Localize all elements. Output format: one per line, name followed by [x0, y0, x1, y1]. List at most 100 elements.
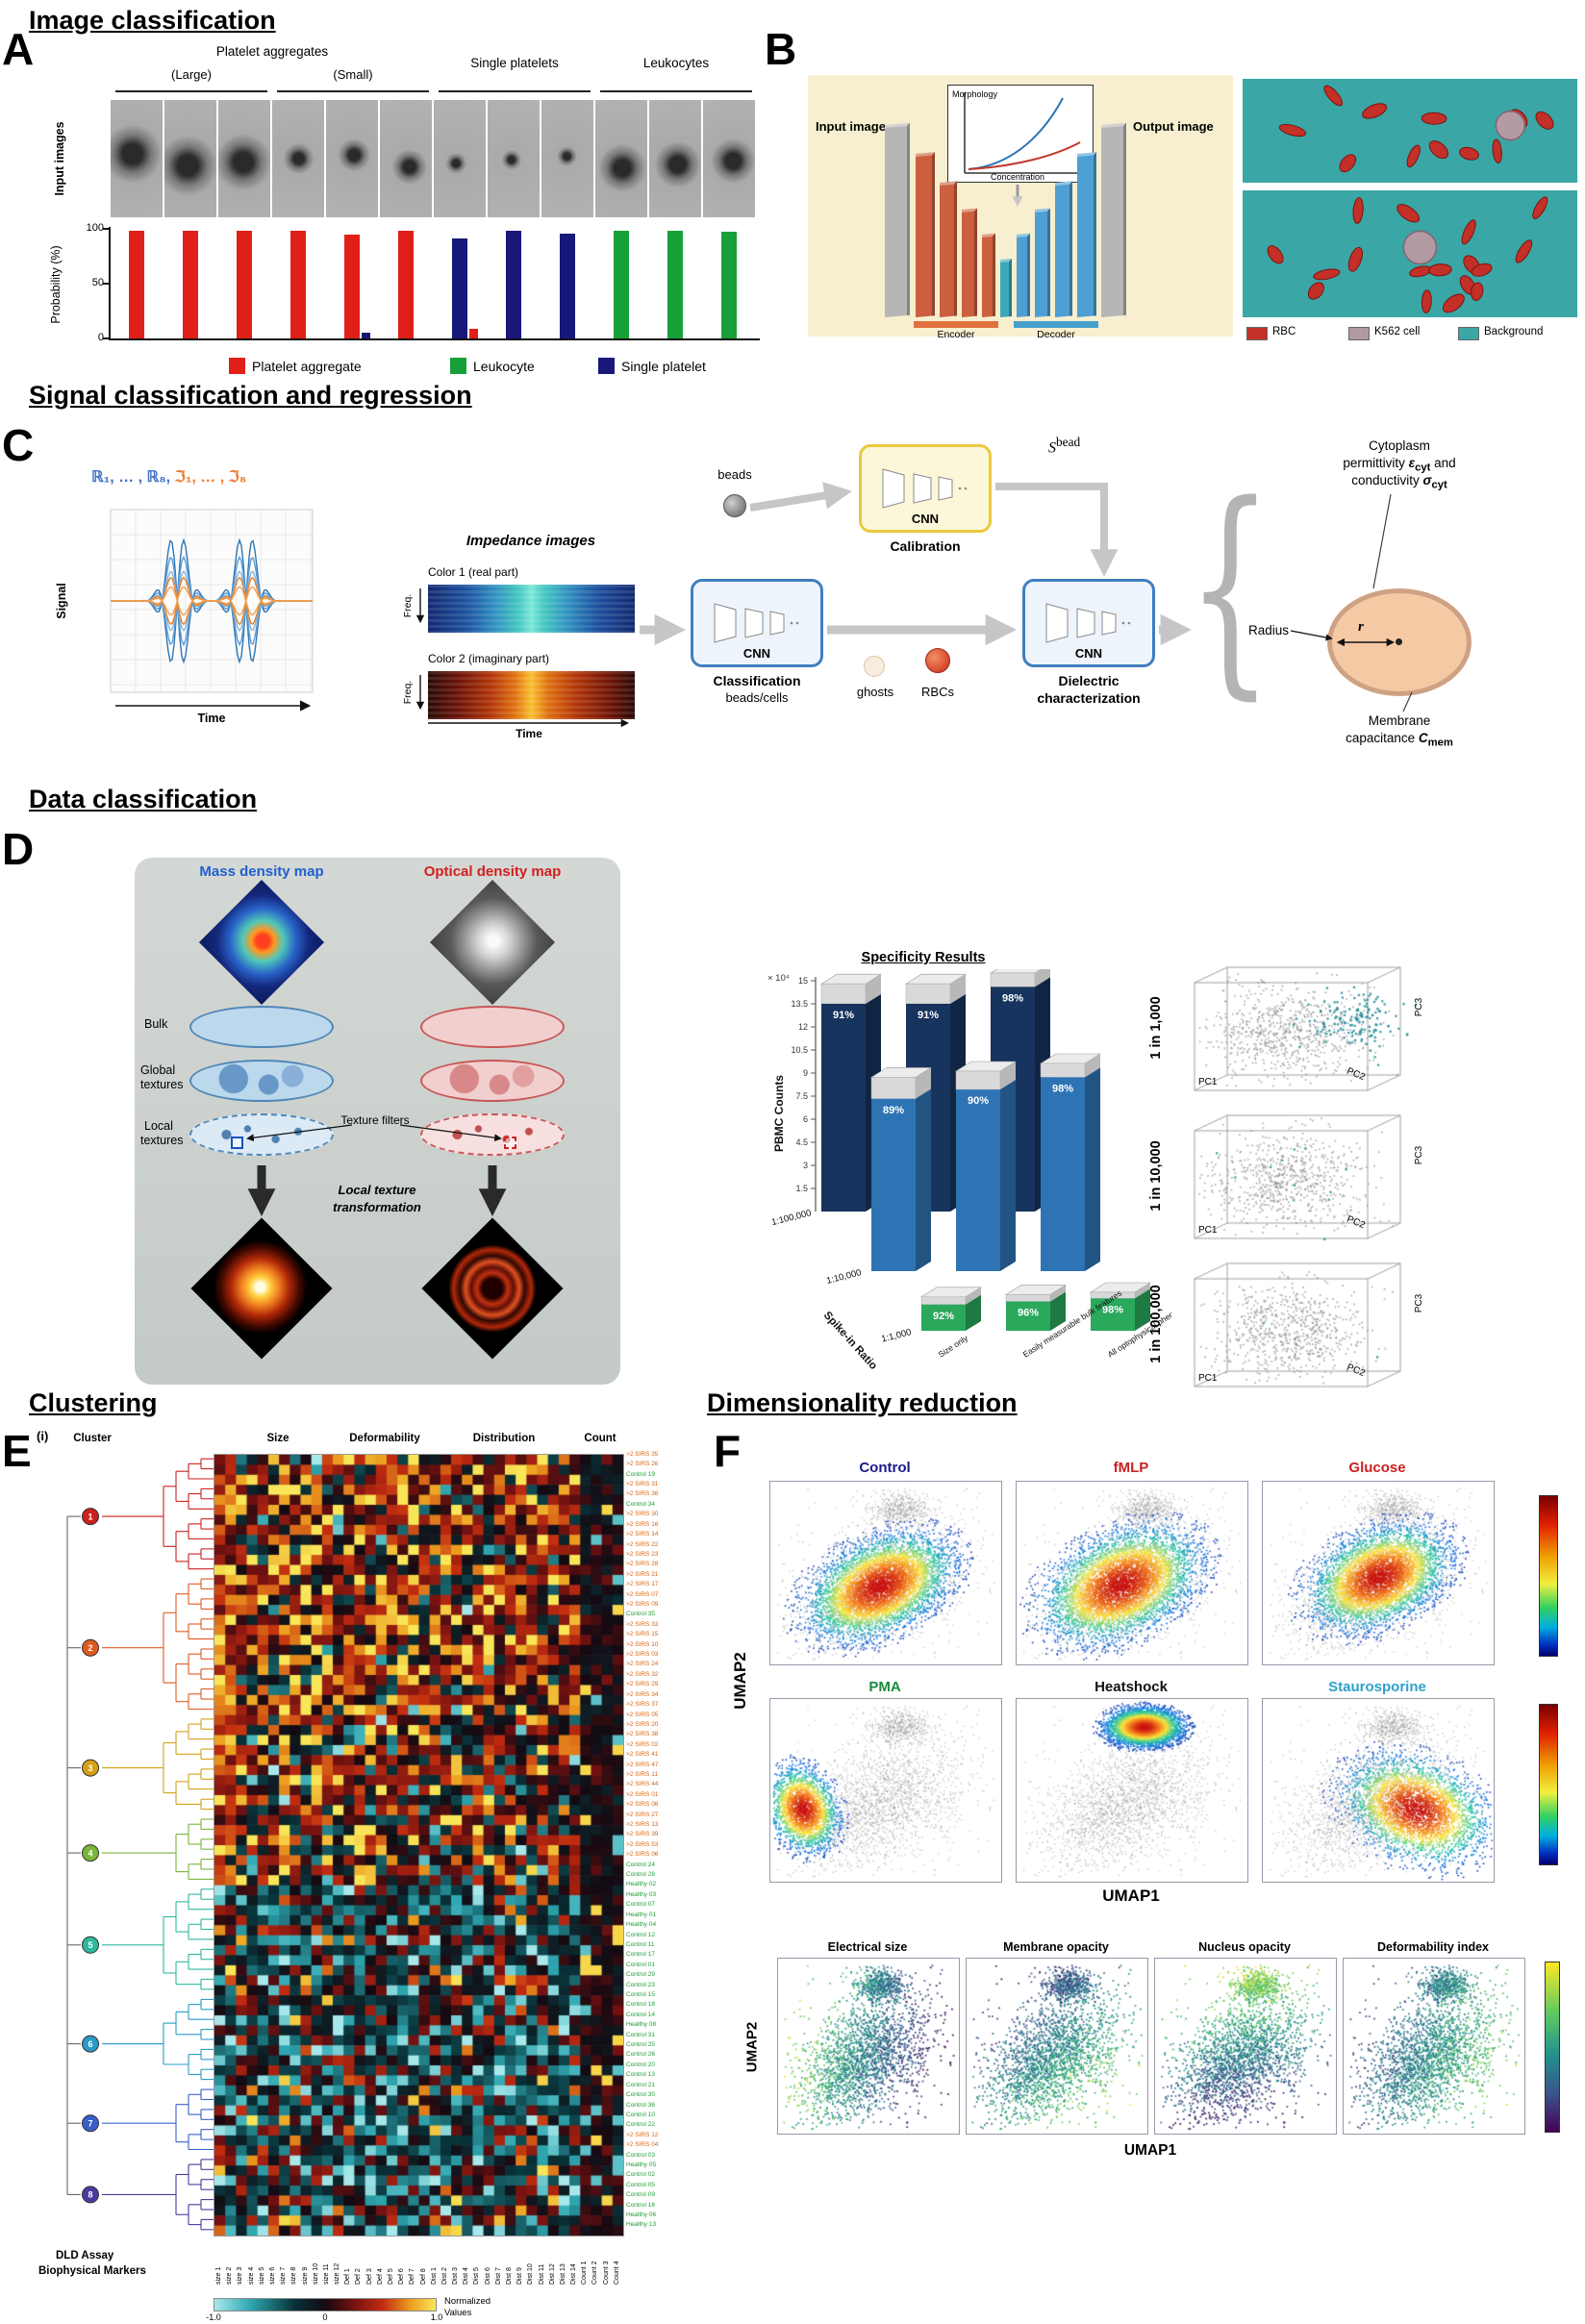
heatmap-col-label: size 8	[290, 2266, 298, 2285]
heatmap-row-label: Control 16	[626, 2201, 655, 2209]
global-textures-ellipse-optical	[420, 1060, 565, 1102]
probability-bar	[344, 235, 360, 338]
panel-d-optical-title: Optical density map	[423, 863, 562, 880]
panel-a-ytick: 50	[91, 277, 104, 288]
bar3d-ytick: 3	[803, 1161, 808, 1170]
global-textures-ellipse-mass	[189, 1060, 334, 1102]
panel-a-group-bracket	[115, 90, 267, 92]
panel-c-cnn-dielectric-box: CNN	[1022, 579, 1155, 667]
heatmap-row-label: Control 26	[626, 2051, 655, 2059]
heatmap-row-label: >2 SIRS 39	[626, 1831, 659, 1838]
heatmap-row-label: >2 SIRS 33	[626, 1620, 659, 1628]
polygon-element	[744, 608, 764, 638]
ellipse-element	[1421, 112, 1447, 125]
rect-element	[1041, 1077, 1085, 1271]
texture-filter-square-optical	[504, 1137, 516, 1149]
heatmap-row-label: >2 SIRS 31	[626, 1481, 659, 1487]
bar3d-ytick: 6	[803, 1114, 808, 1124]
heatmap-row-label: >2 SIRS 20	[626, 1720, 659, 1728]
panel-b-decoder-bar	[1014, 321, 1098, 328]
heatmap-row-label: Control 12	[626, 1931, 655, 1938]
network-layer-slab	[940, 181, 957, 317]
panel-d-bar3d-title: Specificity Results	[861, 950, 986, 965]
input-image-cell	[218, 100, 270, 217]
heatmap-row-label: >2 SIRS 29	[626, 1681, 659, 1688]
polygon-element	[1101, 611, 1117, 636]
pca-axis-pc3: PC3	[1414, 1145, 1425, 1165]
panel-c-rbcs-label: RBCs	[921, 685, 954, 699]
colorbar-tick-min: -1.0	[206, 2312, 221, 2322]
panel-a-ytick: 0	[97, 332, 104, 343]
pca-axis-pc1: PC1	[1198, 1077, 1218, 1087]
panel-e-letter: E	[2, 1426, 32, 1476]
heatmap-row-label: >2 SIRS 28	[626, 1561, 659, 1568]
heatmap-col-label: Def 3	[365, 2268, 373, 2285]
cluster-circle	[82, 2186, 99, 2204]
polygon-element	[966, 1287, 981, 1305]
ellipse-element	[1428, 140, 1449, 160]
polygon-element	[1135, 1283, 1150, 1299]
polygon-element	[1135, 1288, 1150, 1331]
bulk-ellipse-mass	[189, 1006, 334, 1048]
sup-element: bead	[1056, 435, 1081, 449]
heatmap-row-label: >2 SIRS 30	[626, 1511, 659, 1518]
bar3d-ytick: 10.5	[791, 1045, 808, 1055]
impedance-image-real	[428, 585, 635, 633]
rect-element	[956, 1089, 1000, 1271]
network-layer-slab	[1077, 152, 1096, 317]
ellipse-element	[1323, 85, 1344, 107]
pca-axis-pc1: PC1	[1198, 1373, 1218, 1384]
legend-swatch	[1348, 327, 1370, 340]
circle-element	[795, 621, 799, 625]
line-element	[1372, 493, 1392, 589]
cluster-number: 5	[88, 1940, 92, 1950]
ellipse-element	[1278, 123, 1306, 137]
polygon-element	[1045, 603, 1069, 643]
pca-axis-pc3: PC3	[1414, 1293, 1425, 1313]
imaginary-part-symbols: ℑ₁, … , ℑ₈	[174, 469, 247, 486]
b-element: εcyt	[1409, 456, 1431, 474]
cluster-circle	[82, 1759, 99, 1777]
panel-c-classification-caption-2: beads/cells	[725, 690, 789, 705]
probability-bar	[667, 231, 683, 338]
brace-icon: {	[1187, 457, 1273, 719]
heatmap-row-label: >2 SIRS 35	[626, 1450, 659, 1458]
panel-c-impedance-title: Impedance images	[465, 533, 596, 549]
input-image-cell	[703, 100, 755, 217]
bead-icon	[723, 494, 746, 517]
section-title-signal-classification: Signal classification and regression	[29, 381, 472, 410]
panel-c-letter: C	[2, 420, 35, 470]
legend-swatch	[1458, 327, 1479, 340]
panel-e-col-group: Deformability	[349, 1433, 420, 1444]
rect-element	[871, 1098, 916, 1271]
cluster-circle	[82, 1844, 99, 1862]
heatmap-row-label: >2 SIRS 23	[626, 1550, 659, 1558]
network-layer-slab	[885, 122, 910, 317]
polygon-element	[1050, 1285, 1066, 1302]
panel-c-cytoplasm-label-1: Cytoplasm	[1369, 438, 1430, 453]
umap-feature-title: Deformability index	[1377, 1940, 1489, 1954]
heatmap-col-label: Dist 1	[430, 2267, 438, 2285]
network-layer-slab	[962, 208, 977, 317]
heatmap-row-label: >2 SIRS 05	[626, 1711, 659, 1718]
heatmap-row-label: >2 SIRS 47	[626, 1761, 659, 1768]
heatmap-col-label: size 4	[247, 2266, 255, 2285]
bar3d-pct-label: 98%	[1102, 1304, 1123, 1315]
heatmap-col-label: size 10	[312, 2262, 319, 2285]
input-image-cell	[380, 100, 432, 217]
input-image-cell	[541, 100, 593, 217]
panel-c-math-label: ℝ₁, … , ℝ₈, ℑ₁, … , ℑ₈	[91, 467, 246, 487]
panel-c-signal-plot	[110, 509, 314, 712]
probability-bar	[290, 231, 306, 338]
cluster-number: 8	[88, 2190, 92, 2200]
probability-bar-secondary	[469, 329, 478, 338]
heatmap-row-label: >2 SIRS 38	[626, 1731, 659, 1738]
panel-b-input-label: Input image	[816, 119, 886, 134]
pca-label-1-in-100000: 1 in 100,000	[1148, 1285, 1164, 1363]
heatmap-row-label: Control 13	[626, 2071, 655, 2079]
circle-element	[1121, 621, 1125, 625]
cnn-layers-icon	[714, 603, 799, 643]
heatmap-row-label: >2 SIRS 01	[626, 1790, 659, 1798]
panel-c-freq-label-2: Freq.	[402, 680, 414, 705]
panel-f-umap1-label: UMAP1	[1102, 1887, 1160, 1905]
